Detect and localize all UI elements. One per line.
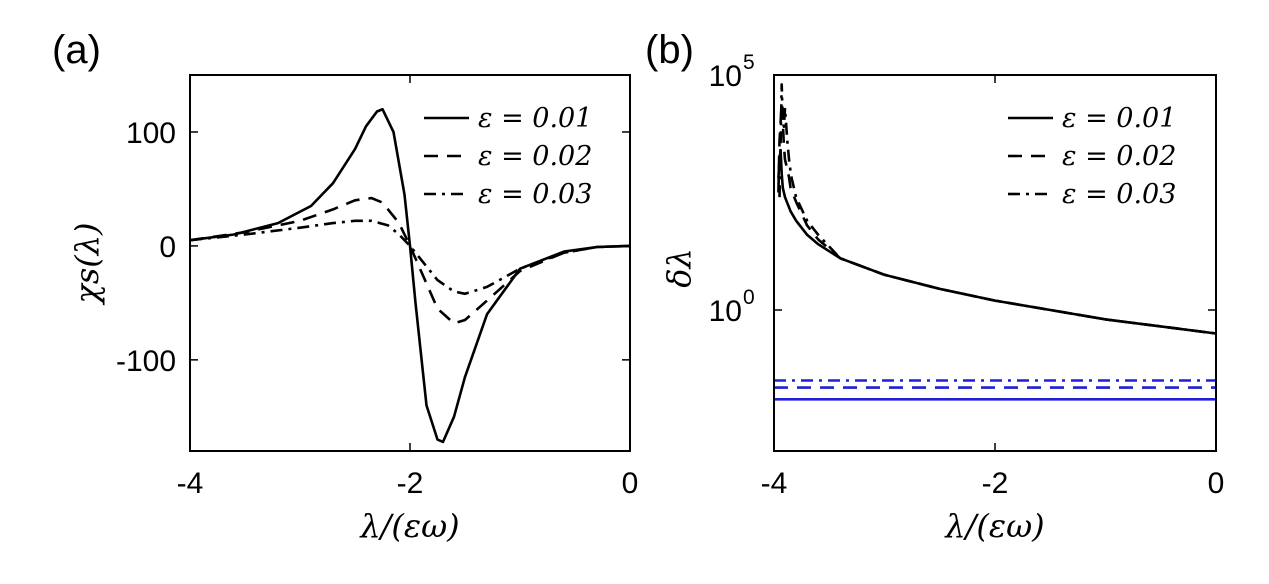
- panel-a-label: (a): [52, 28, 101, 72]
- panel-b-ticks: -4 -2 010 010 5: [709, 51, 1225, 500]
- y-tick-exponent: 5: [743, 51, 755, 74]
- y-tick-label: -100: [116, 345, 176, 378]
- series-line-dashed: [777, 101, 1216, 335]
- y-tick-label: 0: [159, 231, 176, 264]
- series-line-dash-dot: [778, 83, 1216, 335]
- x-tick-label: -4: [177, 467, 204, 500]
- panel-b-plot-area: [774, 83, 1216, 401]
- panel-b: (b) -4 -2 010 010 5 λ/(εω) δλ ε = 0.01ε = 0.…: [645, 28, 1224, 545]
- panel-a-ticks: -4 -2 0 -100 0 100: [116, 75, 638, 500]
- y-tick-label: 100: [126, 117, 176, 150]
- panel-a-legend: ε = 0.01 ε = 0.02 ε = 0.03: [424, 103, 592, 210]
- y-tick-exponent: 0: [743, 286, 755, 309]
- y-tick-label: 10: [709, 295, 742, 328]
- panel-a-y-axis-label: χs(λ): [68, 222, 106, 305]
- series-line-solid: [777, 148, 1216, 335]
- x-tick-label: -4: [761, 467, 788, 500]
- panel-b-label: (b): [645, 28, 694, 72]
- panel-b-x-axis-label: λ/(εω): [943, 507, 1044, 545]
- legend-label: ε = 0.01: [1062, 103, 1176, 134]
- x-tick-label: -2: [397, 467, 424, 500]
- series-line-dashed: [190, 196, 630, 325]
- x-tick-label: -2: [982, 467, 1009, 500]
- y-tick-label: 10: [709, 60, 742, 93]
- series-line-dash-dot: [190, 219, 630, 296]
- series-line-solid: [190, 107, 630, 444]
- legend-label: ε = 0.01: [478, 103, 592, 134]
- x-tick-label: 0: [1208, 467, 1225, 500]
- panel-a-x-axis-label: λ/(εω): [358, 507, 459, 545]
- panel-b-y-axis-label: δλ: [660, 248, 698, 288]
- x-tick-label: 0: [622, 467, 639, 500]
- panel-a-plot-area: [190, 107, 630, 444]
- legend-label: ε = 0.03: [1062, 179, 1176, 210]
- legend-label: ε = 0.02: [478, 141, 592, 172]
- legend-label: ε = 0.03: [478, 179, 592, 210]
- panel-b-legend: ε = 0.01 ε = 0.02 ε = 0.03: [1008, 103, 1176, 210]
- legend-label: ε = 0.02: [1062, 141, 1176, 172]
